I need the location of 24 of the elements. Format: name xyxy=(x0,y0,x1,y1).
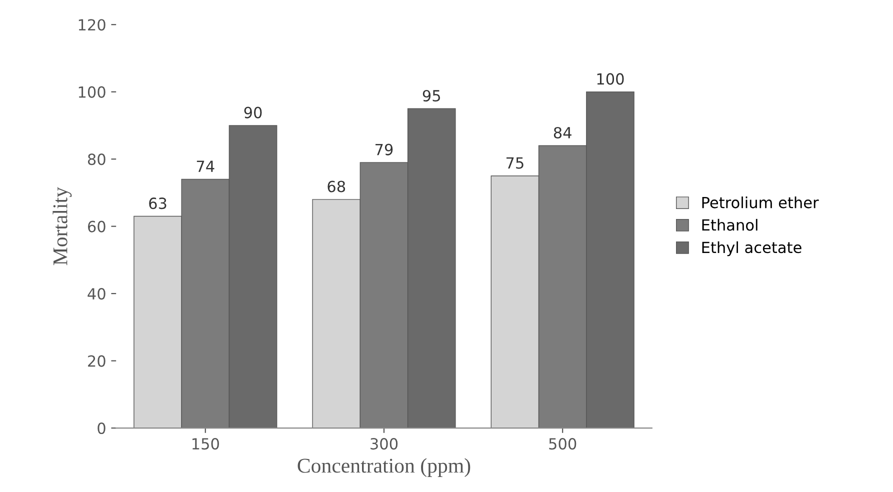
data-label: 95 xyxy=(422,90,440,102)
x-axis-title: Concentration (ppm) xyxy=(298,458,470,477)
data-label: 74 xyxy=(196,160,214,172)
y-tick-label: 20 xyxy=(88,355,106,367)
data-label: 75 xyxy=(506,157,524,169)
y-tick-label: 40 xyxy=(88,288,106,300)
legend-label: Petrolium ether xyxy=(702,196,819,208)
y-tick-label: 0 xyxy=(98,422,106,434)
data-label: 90 xyxy=(244,106,262,118)
x-tick-label: 150 xyxy=(192,438,219,450)
data-label: 68 xyxy=(328,180,346,192)
x-tick-label: 300 xyxy=(370,438,398,450)
data-label: 63 xyxy=(149,198,166,210)
data-label: 79 xyxy=(376,144,393,156)
x-tick-label: 500 xyxy=(549,438,576,450)
y-tick-label: 80 xyxy=(88,154,106,166)
y-tick-label: 120 xyxy=(78,19,106,31)
data-label: 100 xyxy=(597,73,624,85)
data-label: 84 xyxy=(554,126,572,139)
legend-label: Ethanol xyxy=(702,218,758,231)
legend-label: Ethyl acetate xyxy=(702,241,802,256)
y-axis-title: Mortality xyxy=(52,187,72,266)
y-tick-label: 100 xyxy=(78,86,106,98)
y-tick-label: 60 xyxy=(88,220,106,232)
